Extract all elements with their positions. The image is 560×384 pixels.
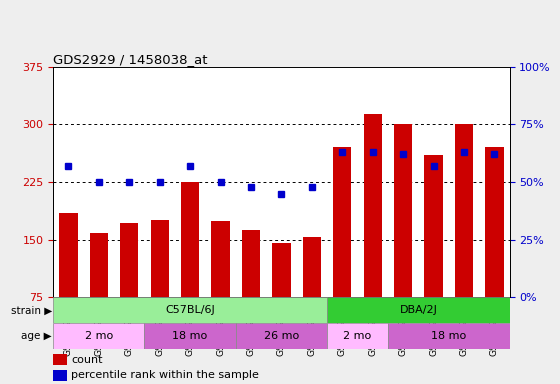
Text: 18 mo: 18 mo: [431, 331, 466, 341]
Bar: [59, 213, 77, 297]
Bar: [53, 297, 327, 323]
Text: count: count: [72, 355, 103, 365]
Text: C57BL/6J: C57BL/6J: [165, 305, 215, 315]
Bar: [486, 147, 503, 297]
Bar: [53, 354, 67, 365]
Bar: [455, 124, 473, 297]
Bar: [388, 323, 510, 349]
Bar: [333, 147, 351, 297]
Text: 2 mo: 2 mo: [85, 331, 113, 341]
Bar: [363, 114, 382, 297]
Text: DBA/2J: DBA/2J: [399, 305, 437, 315]
Text: 2 mo: 2 mo: [343, 331, 372, 341]
Bar: [120, 223, 138, 297]
Bar: [327, 297, 510, 323]
Bar: [151, 220, 169, 297]
Bar: [424, 155, 442, 297]
Bar: [272, 243, 291, 297]
Text: percentile rank within the sample: percentile rank within the sample: [72, 370, 259, 380]
Bar: [327, 323, 388, 349]
Text: age ▶: age ▶: [21, 331, 52, 341]
Text: strain ▶: strain ▶: [11, 305, 52, 315]
Bar: [242, 230, 260, 297]
Bar: [236, 323, 327, 349]
Bar: [212, 221, 230, 297]
Bar: [144, 323, 236, 349]
Text: GDS2929 / 1458038_at: GDS2929 / 1458038_at: [53, 53, 208, 66]
Bar: [394, 124, 412, 297]
Bar: [181, 182, 199, 297]
Bar: [53, 370, 67, 381]
Text: 26 mo: 26 mo: [264, 331, 299, 341]
Bar: [303, 237, 321, 297]
Text: 18 mo: 18 mo: [172, 331, 208, 341]
Bar: [90, 233, 108, 297]
Bar: [53, 323, 144, 349]
